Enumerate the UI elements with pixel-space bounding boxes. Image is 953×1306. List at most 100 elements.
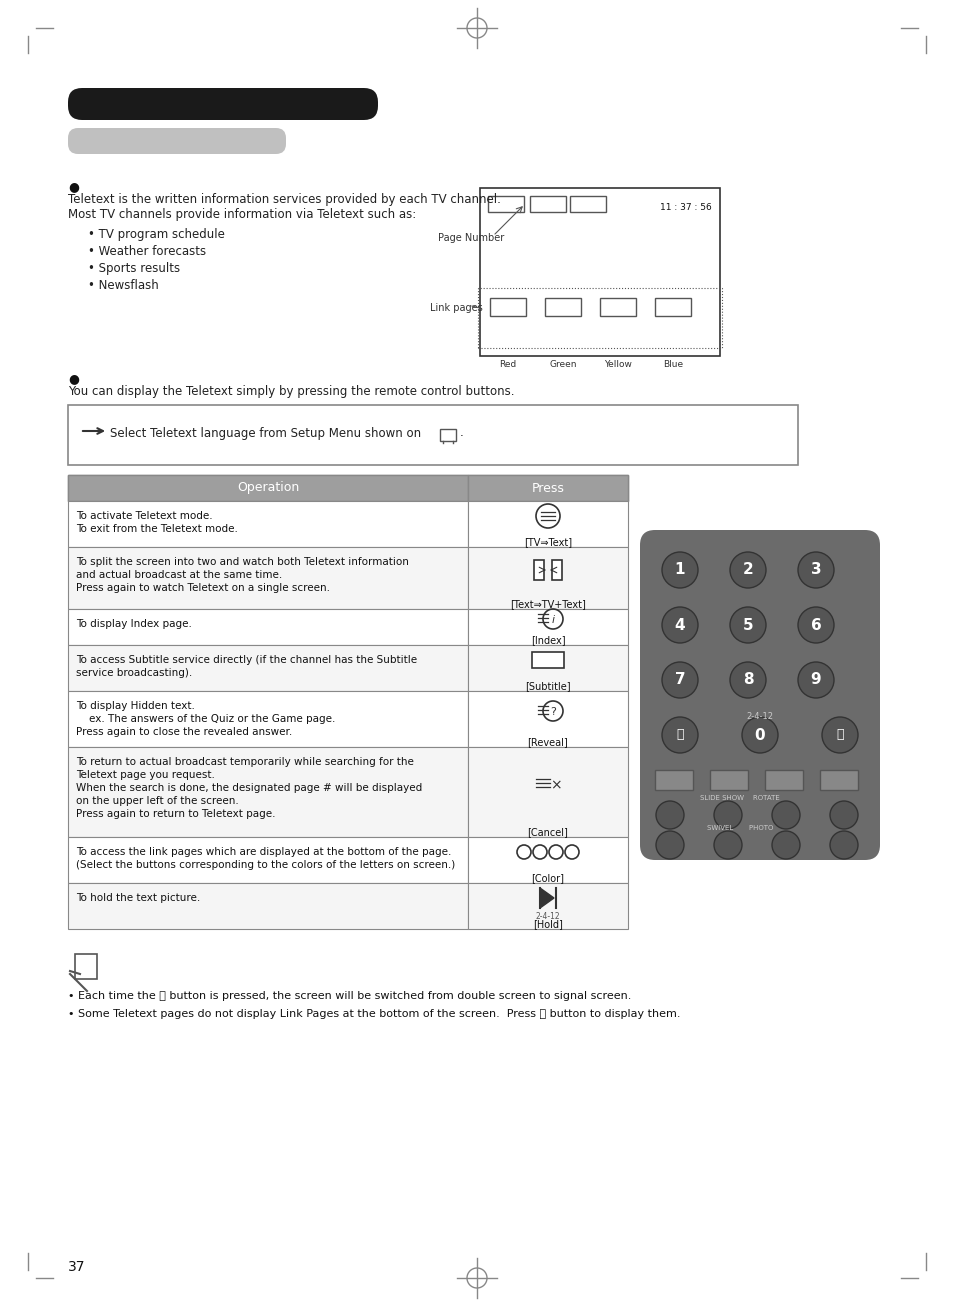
Bar — [68, 609, 468, 645]
Circle shape — [713, 801, 741, 829]
Text: Green: Green — [549, 360, 577, 370]
Bar — [530, 196, 565, 212]
Text: To display Hidden text.: To display Hidden text. — [76, 701, 194, 710]
Bar — [599, 298, 636, 316]
Bar — [468, 502, 627, 547]
Bar — [68, 475, 468, 502]
Circle shape — [741, 717, 778, 754]
Text: [Cancel]: [Cancel] — [527, 827, 568, 837]
FancyBboxPatch shape — [68, 128, 286, 154]
Text: 9: 9 — [810, 673, 821, 687]
Text: To access the link pages which are displayed at the bottom of the page.: To access the link pages which are displ… — [76, 848, 451, 857]
Text: 4: 4 — [674, 618, 684, 632]
Text: To hold the text picture.: To hold the text picture. — [76, 893, 200, 902]
Text: Press again to close the revealed answer.: Press again to close the revealed answer… — [76, 727, 292, 737]
Bar — [477, 289, 721, 347]
Text: 2-4-12: 2-4-12 — [745, 712, 773, 721]
Text: • Newsflash: • Newsflash — [88, 279, 158, 293]
Text: Select Teletext language from Setup Menu shown on: Select Teletext language from Setup Menu… — [110, 427, 420, 440]
Bar — [468, 475, 627, 502]
Text: To display Index page.: To display Index page. — [76, 619, 192, 629]
Text: Press again to watch Teletext on a single screen.: Press again to watch Teletext on a singl… — [76, 582, 330, 593]
Text: Press: Press — [531, 482, 564, 495]
Text: • TV program schedule: • TV program schedule — [88, 229, 225, 242]
Text: Yellow: Yellow — [603, 360, 631, 370]
Text: Most TV channels provide information via Teletext such as:: Most TV channels provide information via… — [68, 208, 416, 221]
Bar — [68, 645, 468, 691]
Bar — [488, 196, 523, 212]
Bar — [68, 547, 468, 609]
Text: [Index]: [Index] — [530, 635, 565, 645]
Text: ⓔ: ⓔ — [836, 729, 842, 742]
Text: Page Number: Page Number — [437, 232, 504, 243]
Circle shape — [829, 831, 857, 859]
Text: To activate Teletext mode.: To activate Teletext mode. — [76, 511, 213, 521]
Circle shape — [797, 552, 833, 588]
Text: 2: 2 — [741, 563, 753, 577]
Bar — [479, 188, 720, 357]
Bar — [569, 196, 605, 212]
Text: service broadcasting).: service broadcasting). — [76, 667, 193, 678]
Text: ?: ? — [550, 707, 556, 717]
Bar — [490, 298, 525, 316]
Bar — [544, 298, 580, 316]
Circle shape — [661, 552, 698, 588]
Text: To exit from the Teletext mode.: To exit from the Teletext mode. — [76, 524, 237, 534]
Bar — [468, 883, 627, 929]
Text: • Weather forecasts: • Weather forecasts — [88, 246, 206, 259]
Text: • Sports results: • Sports results — [88, 263, 180, 276]
Text: Operation: Operation — [236, 482, 299, 495]
Text: ex. The answers of the Quiz or the Game page.: ex. The answers of the Quiz or the Game … — [76, 714, 335, 724]
Text: 37: 37 — [68, 1260, 86, 1273]
Text: SLIDE SHOW    ROTATE: SLIDE SHOW ROTATE — [700, 795, 779, 801]
Text: on the upper left of the screen.: on the upper left of the screen. — [76, 795, 238, 806]
Text: ●: ● — [68, 180, 79, 193]
Bar — [68, 502, 468, 547]
Circle shape — [661, 662, 698, 697]
Text: To access Subtitle service directly (if the channel has the Subtitle: To access Subtitle service directly (if … — [76, 656, 416, 665]
Text: Teletext page you request.: Teletext page you request. — [76, 771, 214, 780]
Circle shape — [656, 831, 683, 859]
Bar — [439, 428, 456, 441]
Text: 5: 5 — [741, 618, 753, 632]
Text: To split the screen into two and watch both Teletext information: To split the screen into two and watch b… — [76, 556, 409, 567]
Text: To return to actual broadcast temporarily while searching for the: To return to actual broadcast temporaril… — [76, 757, 414, 767]
Text: • Each time the ⓗ button is pressed, the screen will be switched from double scr: • Each time the ⓗ button is pressed, the… — [68, 991, 631, 1000]
Bar — [68, 747, 468, 837]
Bar — [68, 691, 468, 747]
Polygon shape — [539, 888, 554, 908]
Text: 3: 3 — [810, 563, 821, 577]
Bar — [709, 771, 747, 790]
FancyBboxPatch shape — [68, 88, 377, 120]
Bar — [655, 298, 690, 316]
Circle shape — [797, 607, 833, 643]
Circle shape — [661, 607, 698, 643]
Text: SWIVEL       PHOTO: SWIVEL PHOTO — [706, 825, 772, 831]
Text: .: . — [459, 427, 463, 440]
Circle shape — [729, 607, 765, 643]
Bar — [75, 953, 97, 980]
Text: Press again to return to Teletext page.: Press again to return to Teletext page. — [76, 808, 275, 819]
Text: Blue: Blue — [662, 360, 682, 370]
Text: 6: 6 — [810, 618, 821, 632]
Text: ⓗ: ⓗ — [676, 729, 683, 742]
Bar — [68, 837, 468, 883]
Text: ×: × — [550, 778, 561, 791]
Text: Link pages: Link pages — [430, 303, 482, 313]
Text: 8: 8 — [741, 673, 753, 687]
Bar — [468, 645, 627, 691]
Text: 1: 1 — [674, 563, 684, 577]
Text: 0: 0 — [754, 727, 764, 743]
Circle shape — [771, 801, 800, 829]
Bar — [655, 771, 692, 790]
Circle shape — [821, 717, 857, 754]
Bar — [764, 771, 802, 790]
Text: and actual broadcast at the same time.: and actual broadcast at the same time. — [76, 569, 282, 580]
Text: (Select the buttons corresponding to the colors of the letters on screen.): (Select the buttons corresponding to the… — [76, 859, 455, 870]
Text: Teletext is the written information services provided by each TV channel.: Teletext is the written information serv… — [68, 193, 500, 206]
Bar — [68, 475, 627, 502]
Bar — [468, 691, 627, 747]
Text: [Subtitle]: [Subtitle] — [525, 680, 570, 691]
Bar — [820, 771, 857, 790]
Text: 7: 7 — [674, 673, 684, 687]
